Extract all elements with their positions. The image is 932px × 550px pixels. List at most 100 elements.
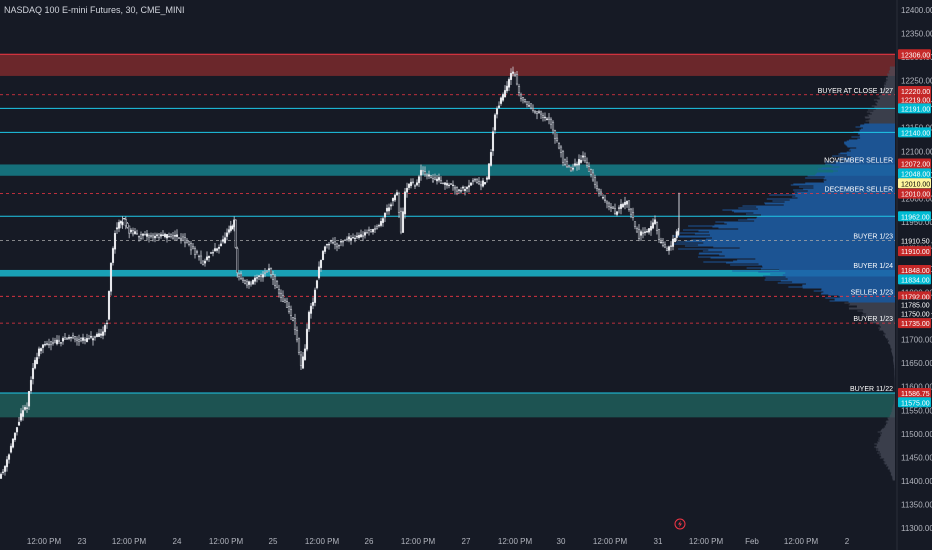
- volume-profile-bar: [772, 200, 895, 202]
- volume-profile-bar: [879, 457, 895, 459]
- volume-profile-bar: [877, 442, 895, 444]
- candle-body: [575, 163, 579, 166]
- volume-profile-bar: [873, 99, 895, 101]
- volume-profile-bar: [797, 192, 895, 194]
- volume-profile-bar: [832, 165, 895, 167]
- volume-profile-bar: [753, 212, 895, 214]
- volume-profile-bar: [885, 87, 895, 89]
- candle-body: [577, 159, 581, 166]
- volume-profile-bar: [892, 410, 895, 412]
- level-label: BUYER AT CLOSE 1/27: [818, 88, 893, 95]
- volume-profile-bar: [789, 199, 895, 201]
- volume-profile-bar: [883, 84, 895, 86]
- y-tick-label: 11600.00: [901, 383, 932, 392]
- candle-body: [427, 174, 431, 177]
- candle-body: [655, 222, 659, 231]
- y-tick-label: 11950.00: [901, 218, 932, 227]
- price-tag-label: 11834.00: [901, 277, 930, 284]
- volume-profile-bar: [881, 456, 895, 458]
- volume-profile-bar: [823, 291, 895, 293]
- candle-body: [135, 233, 139, 235]
- candle-body: [281, 295, 285, 303]
- candle-body: [595, 185, 599, 189]
- volume-profile-bar: [894, 371, 895, 373]
- price-tag-label: 11962.00: [901, 214, 930, 221]
- symbol-title[interactable]: NASDAQ 100 E-mini Futures, 30, CME_MINI: [4, 5, 185, 15]
- candle-body: [197, 255, 201, 258]
- candle-body: [517, 86, 521, 93]
- price-tag-label: 12191.00: [901, 106, 930, 113]
- volume-profile-bar: [839, 166, 895, 168]
- volume-profile-bar: [865, 120, 895, 122]
- candle-body: [513, 73, 517, 76]
- candle-body: [409, 181, 413, 186]
- candle-body: [173, 235, 177, 237]
- volume-profile-bar: [863, 312, 895, 314]
- candle-body: [573, 163, 577, 166]
- candle-body: [219, 243, 223, 247]
- volume-profile-bar: [888, 466, 895, 468]
- volume-profile-bar: [882, 432, 895, 434]
- volume-profile-bar: [883, 85, 895, 87]
- x-tick-label: 12:00 PM: [27, 537, 62, 546]
- volume-profile-bar: [857, 133, 895, 135]
- candle-body: [361, 235, 365, 237]
- candle-body: [593, 177, 597, 186]
- volume-profile-bar: [891, 350, 895, 352]
- volume-profile-bar: [892, 406, 895, 408]
- volume-profile-bar: [846, 154, 895, 156]
- volume-profile-bar: [875, 447, 895, 449]
- candle-body: [401, 211, 405, 233]
- volume-profile-bar: [883, 460, 895, 462]
- candle-body: [453, 186, 457, 190]
- volume-profile-bar: [891, 409, 895, 411]
- buyer-1-24-zone: [0, 269, 895, 277]
- volume-profile-bar: [802, 285, 895, 287]
- volume-profile-bar: [755, 258, 895, 260]
- volume-profile-bar: [880, 435, 895, 437]
- volume-profile-bar: [889, 69, 895, 71]
- volume-profile-bar: [884, 82, 895, 84]
- volume-profile-bar: [805, 283, 895, 285]
- volume-profile-bar: [839, 159, 895, 161]
- volume-profile-bar: [782, 274, 895, 276]
- volume-profile-bar: [887, 418, 895, 420]
- buyer-11-22-zone: [0, 393, 895, 418]
- candle-body: [165, 234, 169, 239]
- y-tick-label: 12100.00: [901, 147, 932, 156]
- candle-body: [549, 118, 553, 125]
- volume-profile-bar: [890, 345, 895, 347]
- candle-body: [71, 335, 75, 339]
- candle-body: [431, 178, 435, 182]
- volume-profile-bar: [825, 297, 895, 299]
- volume-profile-bar: [821, 167, 895, 169]
- volume-profile-bar: [887, 73, 895, 75]
- volume-profile-bar: [892, 405, 895, 407]
- candle-body: [647, 228, 651, 233]
- candle-body: [207, 255, 211, 258]
- candle-body: [483, 181, 487, 185]
- candle-body: [5, 459, 9, 468]
- volume-profile-bar: [879, 440, 895, 442]
- volume-profile-bar: [879, 325, 895, 327]
- candle-body: [357, 235, 361, 238]
- candle-body: [509, 72, 513, 80]
- candle-body: [181, 236, 185, 242]
- volume-profile-bar: [876, 444, 895, 446]
- price-tag: [898, 264, 931, 275]
- volume-profile-bar: [821, 288, 895, 290]
- volume-profile-bar: [890, 471, 895, 473]
- volume-profile-bar: [845, 144, 895, 146]
- candle-body: [213, 248, 217, 252]
- candle-body: [189, 243, 193, 251]
- volume-profile-bar: [884, 86, 895, 88]
- volume-profile-bar: [892, 408, 895, 410]
- volume-profile-bar: [844, 143, 895, 145]
- volume-profile-bar: [887, 342, 895, 344]
- candle-body: [343, 239, 347, 241]
- candle-body: [103, 325, 107, 333]
- candle-body: [13, 432, 17, 440]
- volume-profile-bar: [709, 231, 895, 233]
